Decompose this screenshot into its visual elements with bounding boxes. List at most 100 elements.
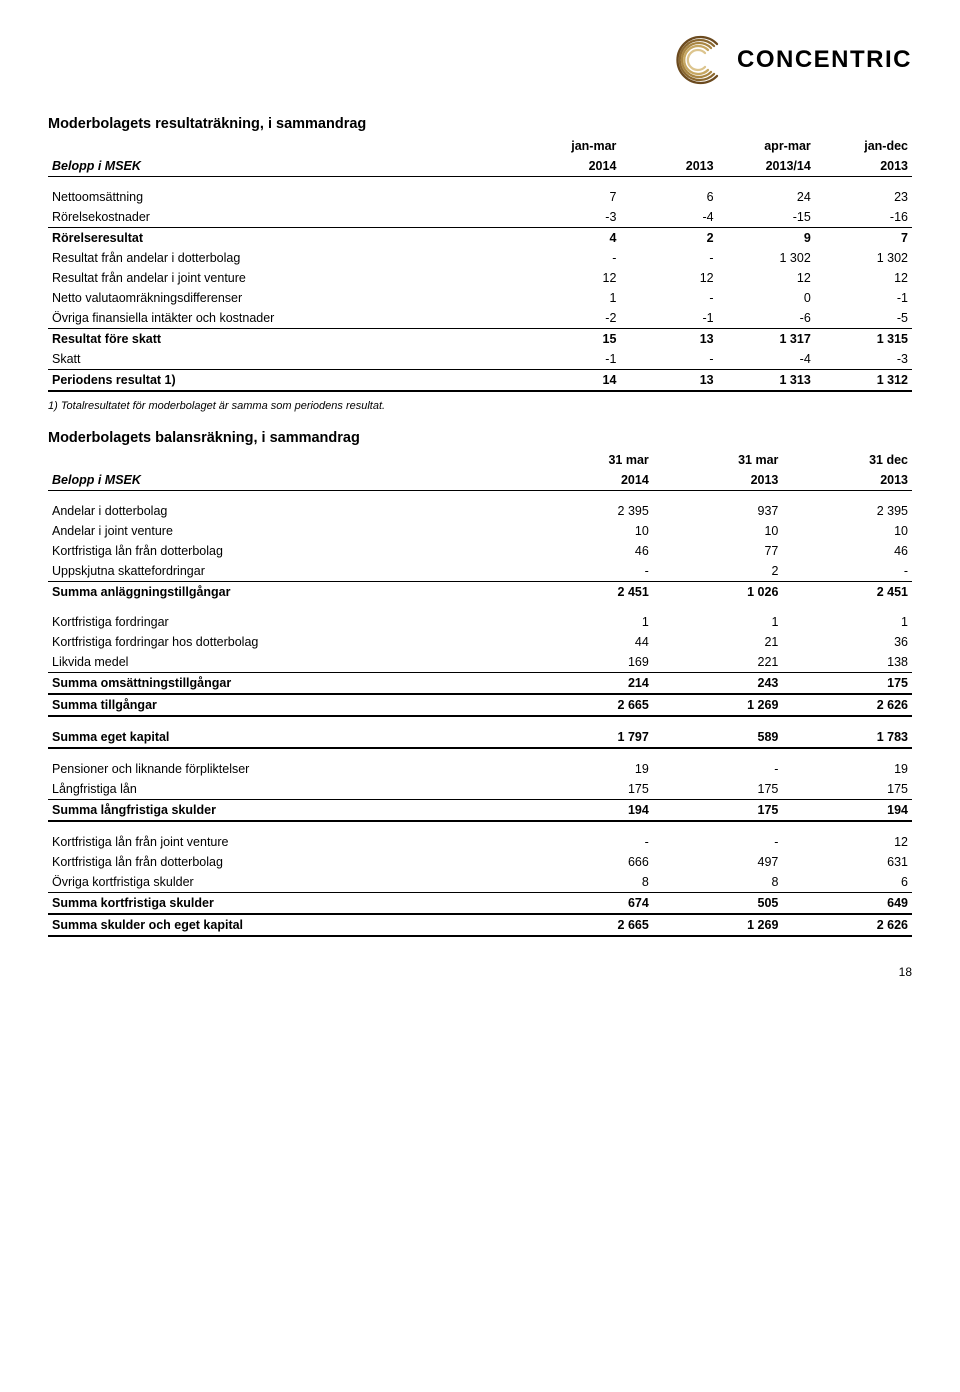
row-value: - [523, 248, 620, 268]
row-value: 7 [815, 228, 912, 249]
row-value: 2 626 [782, 914, 912, 936]
row-value: 2 451 [523, 582, 653, 603]
balance-col-year: 2014 [523, 470, 653, 491]
row-value: 12 [620, 268, 717, 288]
row-label: Summa anläggningstillgångar [48, 582, 523, 603]
row-value: 46 [523, 541, 653, 561]
table-row: Kortfristiga lån från dotterbolag467746 [48, 541, 912, 561]
income-col-period: jan-dec [815, 136, 912, 156]
row-value: 505 [653, 893, 783, 915]
row-label: Periodens resultat 1) [48, 370, 523, 392]
balance-title: Moderbolagets balansräkning, i sammandra… [48, 430, 912, 446]
row-value: 1 783 [782, 727, 912, 748]
income-title: Moderbolagets resultaträkning, i sammand… [48, 116, 912, 132]
row-value: 10 [653, 521, 783, 541]
row-value: 46 [782, 541, 912, 561]
row-label: Kortfristiga lån från dotterbolag [48, 541, 523, 561]
table-row: Övriga finansiella intäkter och kostnade… [48, 308, 912, 329]
row-value: 21 [653, 632, 783, 652]
row-value: 13 [620, 370, 717, 392]
row-label: Summa eget kapital [48, 727, 523, 748]
row-value: 2 665 [523, 914, 653, 936]
row-value: 6 [620, 187, 717, 207]
row-label: Summa långfristiga skulder [48, 800, 523, 822]
table-row: Summa skulder och eget kapital2 6651 269… [48, 914, 912, 936]
brand-logo: CONCENTRIC [48, 32, 912, 88]
row-value: 2 [620, 228, 717, 249]
row-value: -1 [815, 288, 912, 308]
row-value: 1 317 [718, 329, 815, 350]
balance-header-top: 31 mar31 mar31 dec [48, 450, 912, 470]
row-label: Övriga kortfristiga skulder [48, 872, 523, 893]
table-row: Kortfristiga fordringar111 [48, 612, 912, 632]
row-label: Andelar i dotterbolag [48, 501, 523, 521]
balance-header-sub: Belopp i MSEK201420132013 [48, 470, 912, 491]
balance-col-period: 31 mar [523, 450, 653, 470]
table-row: Kortfristiga fordringar hos dotterbolag4… [48, 632, 912, 652]
row-value: 589 [653, 727, 783, 748]
row-value: 214 [523, 673, 653, 695]
row-label: Uppskjutna skattefordringar [48, 561, 523, 582]
balance-col-year: 2013 [653, 470, 783, 491]
table-row: Resultat före skatt15131 3171 315 [48, 329, 912, 350]
row-value: 2 626 [782, 694, 912, 716]
row-value: 10 [523, 521, 653, 541]
balance-col-year: 2013 [782, 470, 912, 491]
row-value: 24 [718, 187, 815, 207]
row-value: 2 395 [523, 501, 653, 521]
row-label: Kortfristiga lån från joint venture [48, 832, 523, 852]
row-label: Netto valutaomräkningsdifferenser [48, 288, 523, 308]
row-value: 15 [523, 329, 620, 350]
table-row: Kortfristiga lån från dotterbolag6664976… [48, 852, 912, 872]
table-row: Summa anläggningstillgångar2 4511 0262 4… [48, 582, 912, 603]
row-label: Rörelseresultat [48, 228, 523, 249]
table-row: Summa tillgångar2 6651 2692 626 [48, 694, 912, 716]
table-row: Andelar i dotterbolag2 3959372 395 [48, 501, 912, 521]
row-label: Pensioner och liknande förpliktelser [48, 759, 523, 779]
row-value: 2 665 [523, 694, 653, 716]
table-row: Summa eget kapital1 7975891 783 [48, 727, 912, 748]
balance-col-period [48, 450, 523, 470]
row-value: 2 451 [782, 582, 912, 603]
row-value: 1 [523, 612, 653, 632]
row-value: 23 [815, 187, 912, 207]
row-value: 77 [653, 541, 783, 561]
row-label: Skatt [48, 349, 523, 370]
income-col-year: 2013 [620, 156, 717, 177]
row-value: 631 [782, 852, 912, 872]
row-value: 175 [523, 779, 653, 800]
row-value: 1 [653, 612, 783, 632]
row-label: Summa kortfristiga skulder [48, 893, 523, 915]
row-value: 1 313 [718, 370, 815, 392]
row-value: 19 [523, 759, 653, 779]
table-row: Resultat från andelar i joint venture121… [48, 268, 912, 288]
row-value: 175 [653, 800, 783, 822]
row-value: -16 [815, 207, 912, 228]
row-value: -15 [718, 207, 815, 228]
row-value: 0 [718, 288, 815, 308]
row-value: 10 [782, 521, 912, 541]
income-header-top: jan-marapr-marjan-dec [48, 136, 912, 156]
row-value: - [653, 759, 783, 779]
row-value: 1 [782, 612, 912, 632]
balance-col-label: Belopp i MSEK [48, 470, 523, 491]
table-row: Kortfristiga lån från joint venture--12 [48, 832, 912, 852]
row-label: Summa tillgångar [48, 694, 523, 716]
row-value: -1 [523, 349, 620, 370]
income-col-label: Belopp i MSEK [48, 156, 523, 177]
row-value: 12 [782, 832, 912, 852]
income-header-sub: Belopp i MSEK201420132013/142013 [48, 156, 912, 177]
row-label: Summa skulder och eget kapital [48, 914, 523, 936]
table-row: Uppskjutna skattefordringar-2- [48, 561, 912, 582]
row-value: 497 [653, 852, 783, 872]
row-value: 175 [782, 779, 912, 800]
row-label: Likvida medel [48, 652, 523, 673]
row-value: 4 [523, 228, 620, 249]
row-value: 1 797 [523, 727, 653, 748]
row-value: -4 [620, 207, 717, 228]
table-row: Periodens resultat 1)14131 3131 312 [48, 370, 912, 392]
row-label: Kortfristiga fordringar [48, 612, 523, 632]
row-value: 9 [718, 228, 815, 249]
income-table: jan-marapr-marjan-dec Belopp i MSEK20142… [48, 136, 912, 392]
balance-table: 31 mar31 mar31 dec Belopp i MSEK20142013… [48, 450, 912, 937]
